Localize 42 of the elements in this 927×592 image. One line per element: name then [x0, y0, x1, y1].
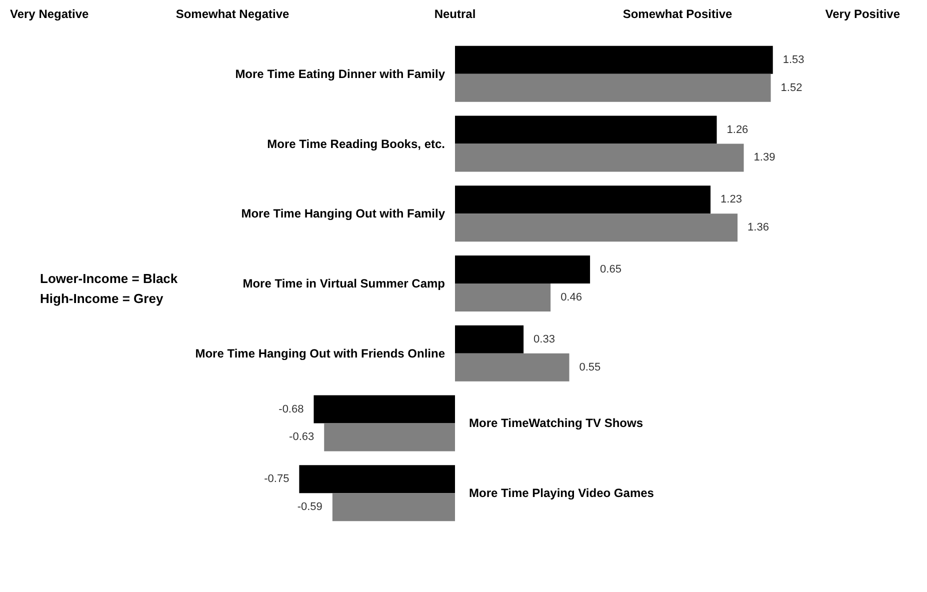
- data-label: 1.53: [782, 54, 804, 66]
- data-label: 1.36: [748, 222, 769, 234]
- text: Lower-Income = Black: [40, 271, 178, 286]
- y-tick-label: More Time Reading Books, etc.: [267, 136, 445, 151]
- y-tick-label: More Time in Virtual Summer Camp: [242, 276, 445, 290]
- data-label: -0.59: [297, 501, 322, 514]
- bar: [455, 144, 744, 172]
- bar: [332, 493, 455, 522]
- y-tick-label: More Time Playing Video Games: [469, 486, 654, 500]
- y-tick-label: More Time Hanging Out with Friends Online: [195, 346, 446, 360]
- data-label: 0.46: [560, 291, 582, 304]
- bar: [455, 353, 570, 382]
- y-tick-label: More TimeWatching TV Shows: [469, 416, 644, 430]
- bar: [455, 74, 771, 102]
- data-label: -0.68: [278, 403, 304, 416]
- data-label: -0.63: [289, 431, 314, 444]
- text: Very Negative: [10, 7, 90, 21]
- bar: [455, 46, 773, 74]
- bar: [455, 214, 738, 242]
- bar: [455, 116, 717, 144]
- data-label: 1.23: [720, 194, 742, 206]
- y-tick-label: More Time Eating Dinner with Family: [235, 66, 446, 81]
- text: Somewhat Positive: [622, 7, 733, 21]
- data-label: 0.65: [600, 264, 622, 276]
- data-label: 0.33: [534, 333, 555, 346]
- text: High-Income = Grey: [40, 291, 164, 306]
- data-label: 1.26: [726, 124, 748, 136]
- data-label: 1.39: [754, 152, 776, 164]
- bar: [455, 186, 711, 214]
- y-tick-label: More Time Hanging Out with Family: [241, 206, 446, 221]
- text: Very Positive: [825, 7, 900, 21]
- bar: [299, 465, 455, 494]
- bar: [324, 423, 455, 452]
- bar: [455, 325, 524, 354]
- text: Somewhat Negative: [176, 7, 290, 21]
- text: Neutral: [434, 7, 476, 21]
- data-label: 1.52: [780, 82, 802, 94]
- data-label: 0.55: [579, 361, 601, 374]
- bar: [314, 395, 455, 424]
- data-label: -0.75: [264, 473, 290, 486]
- bar: [455, 284, 551, 312]
- bar: [455, 256, 590, 284]
